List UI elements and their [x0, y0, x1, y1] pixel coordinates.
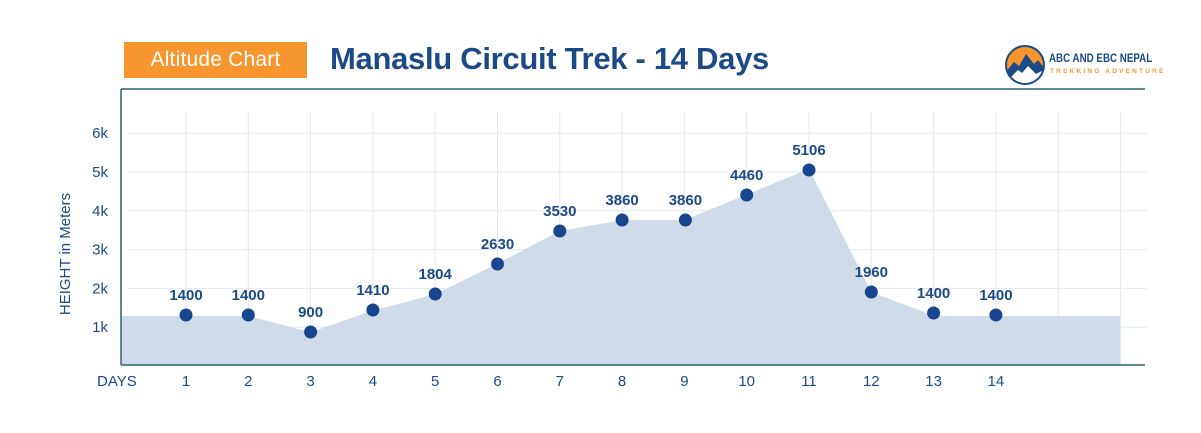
data-value-label: 1400: [169, 287, 202, 304]
x-axis-ticks: 1 2 3 4 5 6 7 8 9 10 11 12 13 14: [182, 373, 1004, 390]
altitude-chart-badge: Altitude Chart: [124, 42, 307, 78]
y-tick-label: 6k: [92, 125, 108, 142]
data-point: [491, 257, 504, 271]
data-point: [304, 325, 318, 339]
x-axis-label: DAYS: [97, 373, 137, 390]
y-tick-label: 2k: [92, 280, 108, 297]
data-value-label: 3860: [669, 192, 702, 209]
data-point: [428, 287, 442, 301]
x-tick-label: 1: [182, 373, 190, 390]
x-tick-label: 12: [863, 373, 880, 390]
y-axis-ticks: 1k 2k 3k 4k 5k 6k: [92, 125, 108, 336]
data-point: [802, 163, 816, 177]
data-value-label: 1960: [855, 264, 888, 281]
data-point: [366, 303, 380, 317]
x-tick-label: 14: [988, 373, 1005, 390]
data-value-label: 1410: [356, 282, 389, 299]
logo-tagline: TREKKING ADVENTURE: [1050, 68, 1166, 75]
x-tick-label: 13: [925, 373, 942, 390]
data-point: [678, 213, 692, 227]
data-value-label: 1804: [419, 266, 453, 283]
data-point: [927, 306, 941, 320]
data-value-label: 4460: [730, 167, 763, 184]
x-tick-label: 11: [801, 373, 817, 390]
x-tick-label: 4: [369, 373, 377, 390]
data-point: [740, 188, 754, 202]
y-axis-label: HEIGHT in Meters: [57, 193, 74, 315]
logo-name: ABC AND EBC NEPAL: [1049, 53, 1153, 65]
x-tick-label: 7: [556, 373, 564, 390]
x-tick-label: 10: [738, 373, 755, 390]
data-point: [241, 308, 255, 322]
data-value-label: 1400: [232, 287, 265, 304]
data-point: [179, 308, 193, 322]
y-tick-label: 5k: [92, 164, 108, 181]
data-value-label: 1400: [917, 285, 950, 302]
y-tick-label: 4k: [92, 203, 108, 220]
brand-logo: ABC AND EBC NEPAL TREKKING ADVENTURE: [1004, 44, 1164, 88]
data-value-label: 5106: [792, 142, 825, 159]
data-value-label: 3530: [543, 203, 576, 220]
mountain-logo-icon: [1005, 45, 1045, 85]
data-points: 1400 1400 900 1410 1804 2630 3530 3860 3860 4460 5…: [169, 142, 1013, 339]
x-tick-label: 2: [244, 373, 252, 390]
x-tick-label: 5: [431, 373, 439, 390]
x-tick-label: 3: [306, 373, 314, 390]
data-value-label: 3860: [605, 192, 638, 209]
data-point: [989, 308, 1003, 322]
x-tick-label: 8: [618, 373, 626, 390]
x-tick-label: 6: [493, 373, 501, 390]
data-point: [864, 285, 878, 299]
chart-frame: [120, 88, 1145, 366]
y-tick-label: 3k: [92, 242, 108, 259]
x-tick-label: 9: [680, 373, 688, 390]
y-tick-label: 1k: [92, 319, 108, 336]
data-value-label: 900: [298, 304, 323, 321]
data-point: [615, 213, 629, 227]
chart-title: Manaslu Circuit Trek - 14 Days: [330, 41, 769, 76]
data-value-label: 2630: [481, 236, 514, 253]
data-point: [553, 224, 567, 238]
data-value-label: 1400: [979, 287, 1012, 304]
